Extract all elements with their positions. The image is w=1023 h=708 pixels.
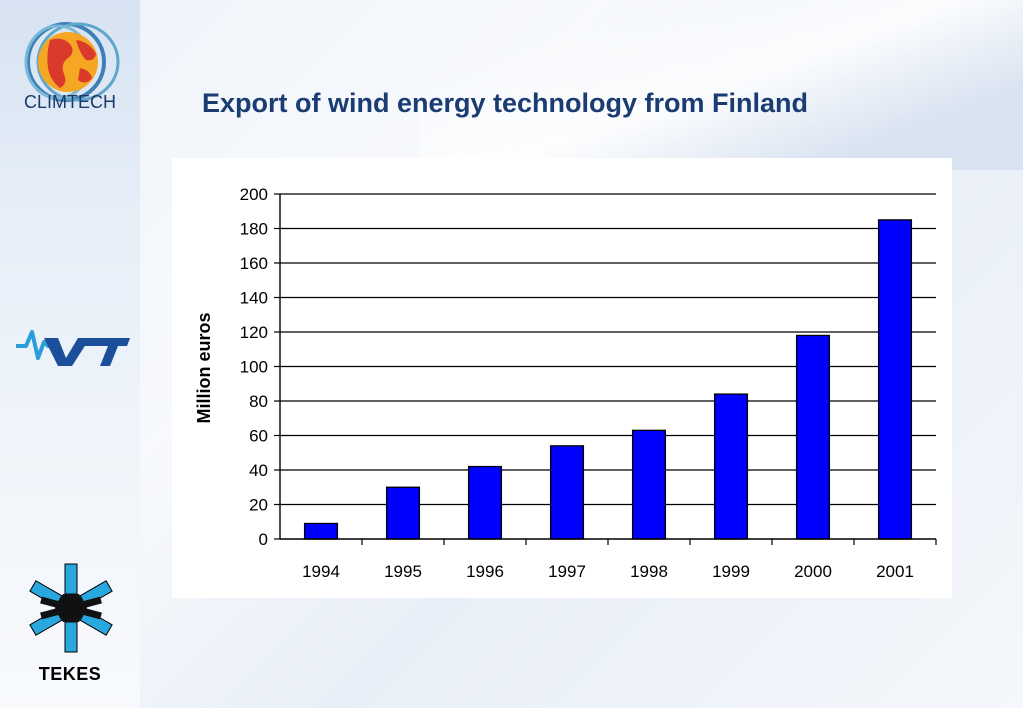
tekes-label: TEKES [38, 664, 102, 684]
climtech-label: CLIMTECH [23, 92, 116, 112]
y-tick-label: 80 [249, 392, 268, 411]
x-tick-label: 1994 [302, 562, 340, 581]
bar [795, 334, 831, 540]
y-tick-label: 100 [240, 358, 268, 377]
y-tick-label: 120 [240, 323, 268, 342]
bar [385, 486, 421, 540]
bar [549, 445, 585, 540]
bar [877, 219, 913, 540]
bar [713, 393, 749, 540]
y-axis-label: Million euros [194, 312, 214, 423]
x-tick-label: 1999 [712, 562, 750, 581]
y-tick-label: 40 [249, 461, 268, 480]
chart-panel: 0 20 40 60 80 100 120 140 160 180 200 1994 1995 1996 1… [172, 158, 952, 598]
bars [303, 219, 913, 540]
y-tick-label: 180 [240, 220, 268, 239]
y-tick-label: 60 [249, 427, 268, 446]
y-tick-label: 160 [240, 254, 268, 273]
x-tick-label: 1996 [466, 562, 504, 581]
bar [631, 429, 667, 540]
y-tick-label: 140 [240, 289, 268, 308]
vtt-logo [16, 330, 130, 366]
tekes-snowflake-logo [29, 563, 113, 653]
background-streak [420, 0, 1023, 170]
axes: 0 20 40 60 80 100 120 140 160 180 200 1994 1995 1996 1… [240, 185, 937, 581]
bar [467, 465, 503, 540]
y-tick-label: 0 [259, 530, 268, 549]
bar [303, 522, 339, 540]
x-tick-label: 1998 [630, 562, 668, 581]
y-tick-label: 200 [240, 185, 268, 204]
x-tick-label: 1995 [384, 562, 422, 581]
x-tick-label: 1997 [548, 562, 586, 581]
x-tick-label: 2001 [876, 562, 914, 581]
sidebar: CLIMTECH TEKES [0, 0, 140, 708]
x-tick-label: 2000 [794, 562, 832, 581]
bar-chart: 0 20 40 60 80 100 120 140 160 180 200 1994 1995 1996 1… [194, 185, 937, 581]
gridlines [280, 193, 936, 506]
y-tick-label: 20 [249, 496, 268, 515]
climtech-globe-logo [24, 22, 120, 102]
slide-title: Export of wind energy technology from Fi… [202, 88, 809, 118]
